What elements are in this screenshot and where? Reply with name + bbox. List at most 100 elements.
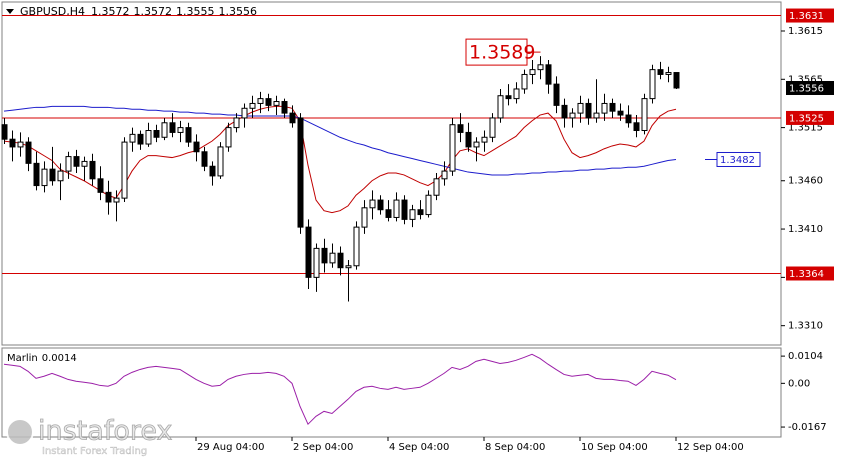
y-tick-label: -0.0167	[788, 422, 827, 433]
candle-body	[577, 102, 584, 114]
candle-body	[81, 160, 88, 167]
chart-header: GBPUSD,H4 1.3572 1.3572 1.3555 1.3556	[20, 5, 257, 18]
candle-body	[553, 83, 560, 106]
watermark: instaforex Instant Forex Trading	[6, 415, 173, 457]
y-tick-label: 1.3565	[788, 74, 823, 85]
ma-label: 1.3482	[720, 155, 755, 166]
candle-body	[377, 199, 384, 211]
candle-body	[241, 107, 248, 119]
candle-body	[401, 199, 408, 220]
candle-body	[185, 127, 192, 143]
candle-body	[65, 156, 72, 172]
indicator-title: Marlin 0.0014	[7, 353, 77, 364]
candle-body	[417, 209, 424, 216]
candle-body	[537, 64, 544, 71]
level-tag-label: 1.3364	[789, 269, 824, 280]
header-open: 1.3572	[91, 5, 130, 18]
candle-body	[257, 98, 264, 104]
candle-body	[25, 141, 32, 164]
level-tag-label: 1.3525	[789, 113, 824, 124]
candle-body	[473, 141, 480, 148]
candle-body	[33, 162, 40, 187]
candle-body	[177, 127, 184, 133]
candle-body	[297, 117, 304, 228]
candle-body	[17, 141, 24, 148]
x-tick-label: 8 Sep 04:00	[485, 442, 545, 453]
candle-body	[409, 209, 416, 220]
candle-body	[585, 102, 592, 119]
candle-body	[617, 110, 624, 116]
candle-body	[665, 72, 672, 75]
candle-body	[385, 209, 392, 218]
x-tick-label: 29 Aug 04:00	[197, 442, 264, 453]
candle-body	[129, 133, 136, 143]
candle-body	[433, 178, 440, 196]
candle-body	[673, 72, 680, 89]
candle-body	[41, 168, 48, 187]
candle-body	[601, 102, 608, 114]
candle-body	[1, 124, 8, 140]
candle-body	[281, 101, 288, 114]
candle-body	[121, 141, 128, 199]
menu-arrow	[6, 9, 14, 14]
symbol: GBPUSD,H4	[20, 5, 85, 18]
candle-body	[465, 131, 472, 148]
candle-body	[593, 112, 600, 119]
y-tick-label: 1.3615	[788, 26, 823, 37]
candle-body	[9, 138, 16, 148]
header-high: 1.3572	[133, 5, 172, 18]
candle-body	[529, 69, 536, 75]
candle-body	[305, 226, 312, 278]
candle-body	[425, 194, 432, 216]
candle-body	[609, 102, 616, 112]
candle-body	[265, 98, 272, 106]
candle-body	[369, 199, 376, 209]
ma-label-box	[716, 151, 761, 167]
x-tick-label: 2 Sep 04:00	[293, 442, 353, 453]
price-tag	[786, 80, 834, 95]
candle-body	[505, 95, 512, 100]
level-tag	[786, 266, 834, 281]
level-tag	[786, 110, 834, 125]
candle-body	[521, 73, 528, 90]
candle-body	[209, 165, 216, 177]
candle-body	[57, 170, 64, 182]
candle-body	[73, 156, 80, 167]
candle-body	[193, 141, 200, 153]
moving-average	[3, 105, 677, 176]
candle-body	[441, 170, 448, 180]
x-tick-label: 10 Sep 04:00	[581, 442, 648, 453]
candle-body	[113, 197, 120, 203]
logo-name: instaforex	[38, 416, 172, 447]
candle-body	[513, 88, 520, 100]
header-close: 1.3556	[218, 5, 257, 18]
logo-icon	[6, 418, 34, 446]
x-tick-label: 12 Sep 04:00	[677, 442, 744, 453]
candle-body	[449, 124, 456, 172]
candle-body	[105, 191, 112, 203]
indicator-name: Marlin	[7, 353, 38, 364]
candle-body	[225, 127, 232, 148]
candle-body	[457, 124, 464, 133]
candle-body	[361, 207, 368, 228]
candle-body	[497, 95, 504, 119]
candle-body	[481, 136, 488, 143]
header-low: 1.3555	[176, 5, 215, 18]
candle-body	[625, 114, 632, 124]
candle-body	[545, 64, 552, 85]
logo-tagline: Instant Forex Trading	[42, 446, 147, 457]
candle-body	[561, 104, 568, 119]
y-tick-label: 1.3310	[788, 321, 823, 332]
annotation: 1.3589	[469, 42, 535, 64]
y-tick-label: 0.0104	[788, 351, 823, 362]
candle-body	[313, 247, 320, 278]
candle-body	[489, 117, 496, 138]
candle-body	[49, 168, 56, 182]
candle-body	[201, 151, 208, 167]
candle-body	[249, 102, 256, 109]
x-tick-label: 4 Sep 04:00	[389, 442, 449, 453]
candle-body	[217, 146, 224, 177]
candle-body	[641, 98, 648, 132]
